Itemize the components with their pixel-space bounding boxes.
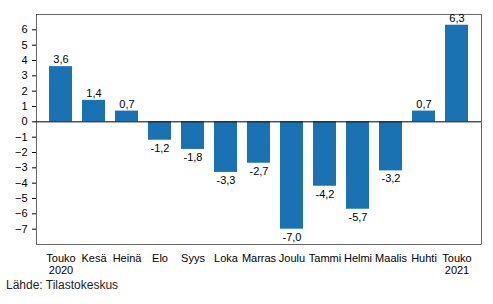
svg-text:Heinä: Heinä <box>113 252 143 264</box>
svg-text:Touko2021: Touko2021 <box>442 252 471 276</box>
svg-text:-7,0: -7,0 <box>283 231 302 243</box>
svg-text:0,7: 0,7 <box>416 98 431 110</box>
svg-text:Helmi: Helmi <box>344 252 372 264</box>
svg-text:0,7: 0,7 <box>119 98 134 110</box>
svg-text:Elo: Elo <box>152 252 168 264</box>
svg-text:Tammi: Tammi <box>309 252 341 264</box>
svg-text:−7: −7 <box>15 223 28 235</box>
svg-text:-1,2: -1,2 <box>151 142 170 154</box>
svg-text:Joulu: Joulu <box>279 252 305 264</box>
svg-text:-2,7: -2,7 <box>250 165 269 177</box>
svg-text:4: 4 <box>21 54 27 66</box>
svg-text:Marras: Marras <box>242 252 277 264</box>
svg-text:6,3: 6,3 <box>449 12 464 24</box>
svg-text:−4: −4 <box>15 177 28 189</box>
svg-text:-3,3: -3,3 <box>217 174 236 186</box>
svg-text:−3: −3 <box>15 161 28 173</box>
svg-text:-4,2: -4,2 <box>316 188 335 200</box>
svg-text:Touko2020: Touko2020 <box>46 252 75 276</box>
svg-text:−2: −2 <box>15 146 28 158</box>
svg-text:Huhti: Huhti <box>411 252 437 264</box>
svg-text:Syys: Syys <box>181 252 205 264</box>
svg-text:Loka: Loka <box>214 252 239 264</box>
svg-text:−6: −6 <box>15 207 28 219</box>
svg-text:−5: −5 <box>15 192 28 204</box>
svg-text:1,4: 1,4 <box>86 87 101 99</box>
svg-text:0: 0 <box>21 115 27 127</box>
svg-text:Kesä: Kesä <box>81 252 107 264</box>
svg-text:3: 3 <box>21 69 27 81</box>
svg-text:-5,7: -5,7 <box>349 211 368 223</box>
svg-text:6: 6 <box>21 23 27 35</box>
svg-text:-3,2: -3,2 <box>382 172 401 184</box>
svg-text:5: 5 <box>21 39 27 51</box>
svg-text:2: 2 <box>21 85 27 97</box>
svg-text:1: 1 <box>21 100 27 112</box>
svg-text:-1,8: -1,8 <box>184 151 203 163</box>
svg-text:3,6: 3,6 <box>53 53 68 65</box>
svg-text:−1: −1 <box>15 131 28 143</box>
svg-text:Maalis: Maalis <box>375 252 407 264</box>
html-text:Lähde: Tilastokeskus: Lähde: Tilastokeskus <box>6 278 119 292</box>
